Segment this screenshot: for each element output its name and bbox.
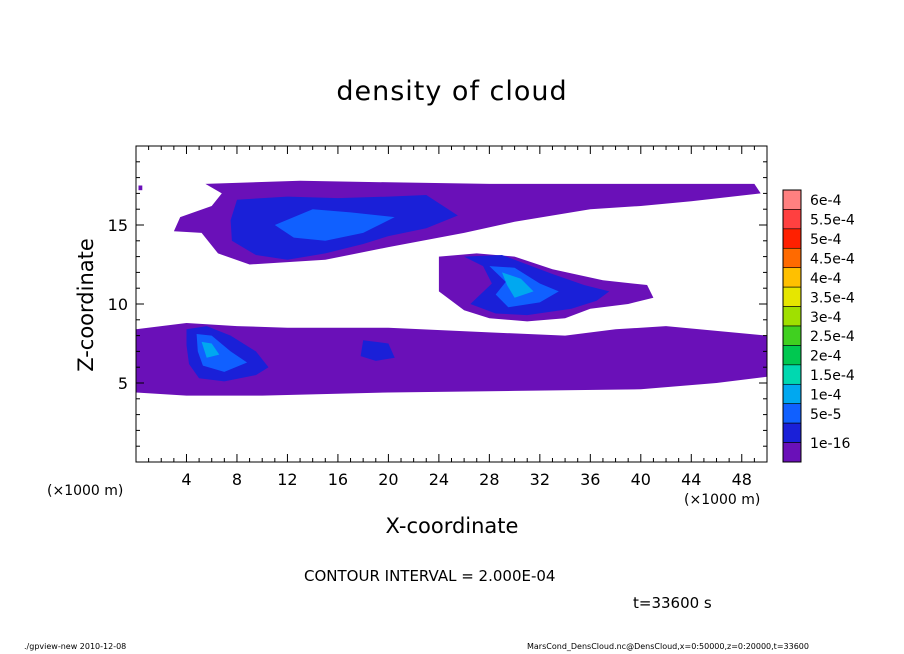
colorbar: 6e-4 5.5e-4 5e-4 4.5e-4 4e-4 3.5e-4 3e-4 2.5e-4… — [782, 189, 855, 463]
time-label: t=33600 s — [633, 594, 712, 612]
y-axis-label: Z-coordinate — [74, 238, 98, 372]
colorbar-label: 2.5e-4 — [810, 329, 855, 345]
x-tick-label: 44 — [681, 470, 701, 489]
colorbar-label: 3.5e-4 — [810, 290, 855, 306]
x-axis-label: X-coordinate — [0, 514, 904, 538]
colorbar-frame — [782, 189, 802, 463]
colorbar-label: 1e-4 — [810, 388, 842, 404]
footer-left: ./gpview-new 2010-12-08 — [24, 642, 127, 651]
density-region-3 — [138, 185, 143, 191]
colorbar-swatch — [782, 345, 802, 366]
colorbar-swatch — [782, 306, 802, 327]
x-tick-label: 24 — [429, 470, 449, 489]
colorbar-label: 6e-4 — [810, 193, 842, 209]
colorbar-label: 1e-16 — [810, 436, 850, 452]
colorbar-label: 5e-5 — [810, 407, 841, 423]
x-tick-label: 28 — [479, 470, 499, 489]
colorbar-swatch — [782, 286, 802, 307]
colorbar-swatch — [782, 209, 802, 230]
footer-right: MarsCond_DensCloud.nc@DensCloud,x=0:5000… — [527, 642, 809, 651]
y-tick-label: 15 — [108, 216, 128, 235]
x-tick-label: 40 — [631, 470, 651, 489]
y-tick-label: 5 — [118, 374, 128, 393]
colorbar-swatch — [782, 267, 802, 288]
density-region-12 — [201, 341, 220, 358]
x-tick-label: 48 — [732, 470, 752, 489]
x-tick-label: 16 — [328, 470, 348, 489]
colorbar-swatch — [782, 364, 802, 385]
x-axis-unit-left: (×1000 m) — [47, 483, 124, 499]
x-tick-label: 4 — [181, 470, 191, 489]
density-region-8 — [274, 209, 395, 241]
density-region-7 — [360, 340, 395, 361]
x-axis-label-text: X-coordinate — [385, 514, 519, 538]
colorbar-swatch — [782, 247, 802, 269]
y-tick-label: 10 — [108, 295, 128, 314]
colorbar-swatch — [782, 189, 802, 210]
contour-interval-text: CONTOUR INTERVAL = 2.000E-04 — [304, 567, 556, 585]
x-axis-unit-right: (×1000 m) — [684, 492, 761, 508]
colorbar-label: 4e-4 — [810, 271, 842, 287]
colorbar-label: 2e-4 — [810, 349, 842, 365]
x-tick-label: 36 — [580, 470, 600, 489]
colorbar-swatch — [782, 325, 802, 346]
chart-title: density of cloud — [336, 76, 568, 107]
colorbar-swatch — [782, 383, 802, 405]
colorbar-label: 1.5e-4 — [810, 368, 855, 384]
x-tick-label: 20 — [378, 470, 398, 489]
colorbar-label: 4.5e-4 — [810, 252, 855, 268]
colorbar-swatch — [782, 442, 802, 463]
density-region-11 — [502, 272, 534, 298]
x-tick-label: 12 — [277, 470, 297, 489]
colorbar-label: 3e-4 — [810, 310, 842, 326]
colorbar-swatch — [782, 403, 802, 424]
x-tick-label: 8 — [232, 470, 242, 489]
colorbar-label: 5e-4 — [810, 232, 842, 248]
density-region-2 — [136, 323, 767, 396]
colorbar-swatch — [782, 228, 802, 249]
cloud-density-regions — [136, 180, 767, 396]
x-tick-label: 32 — [530, 470, 550, 489]
colorbar-label: 5.5e-4 — [810, 213, 855, 229]
colorbar-swatch — [782, 422, 802, 443]
